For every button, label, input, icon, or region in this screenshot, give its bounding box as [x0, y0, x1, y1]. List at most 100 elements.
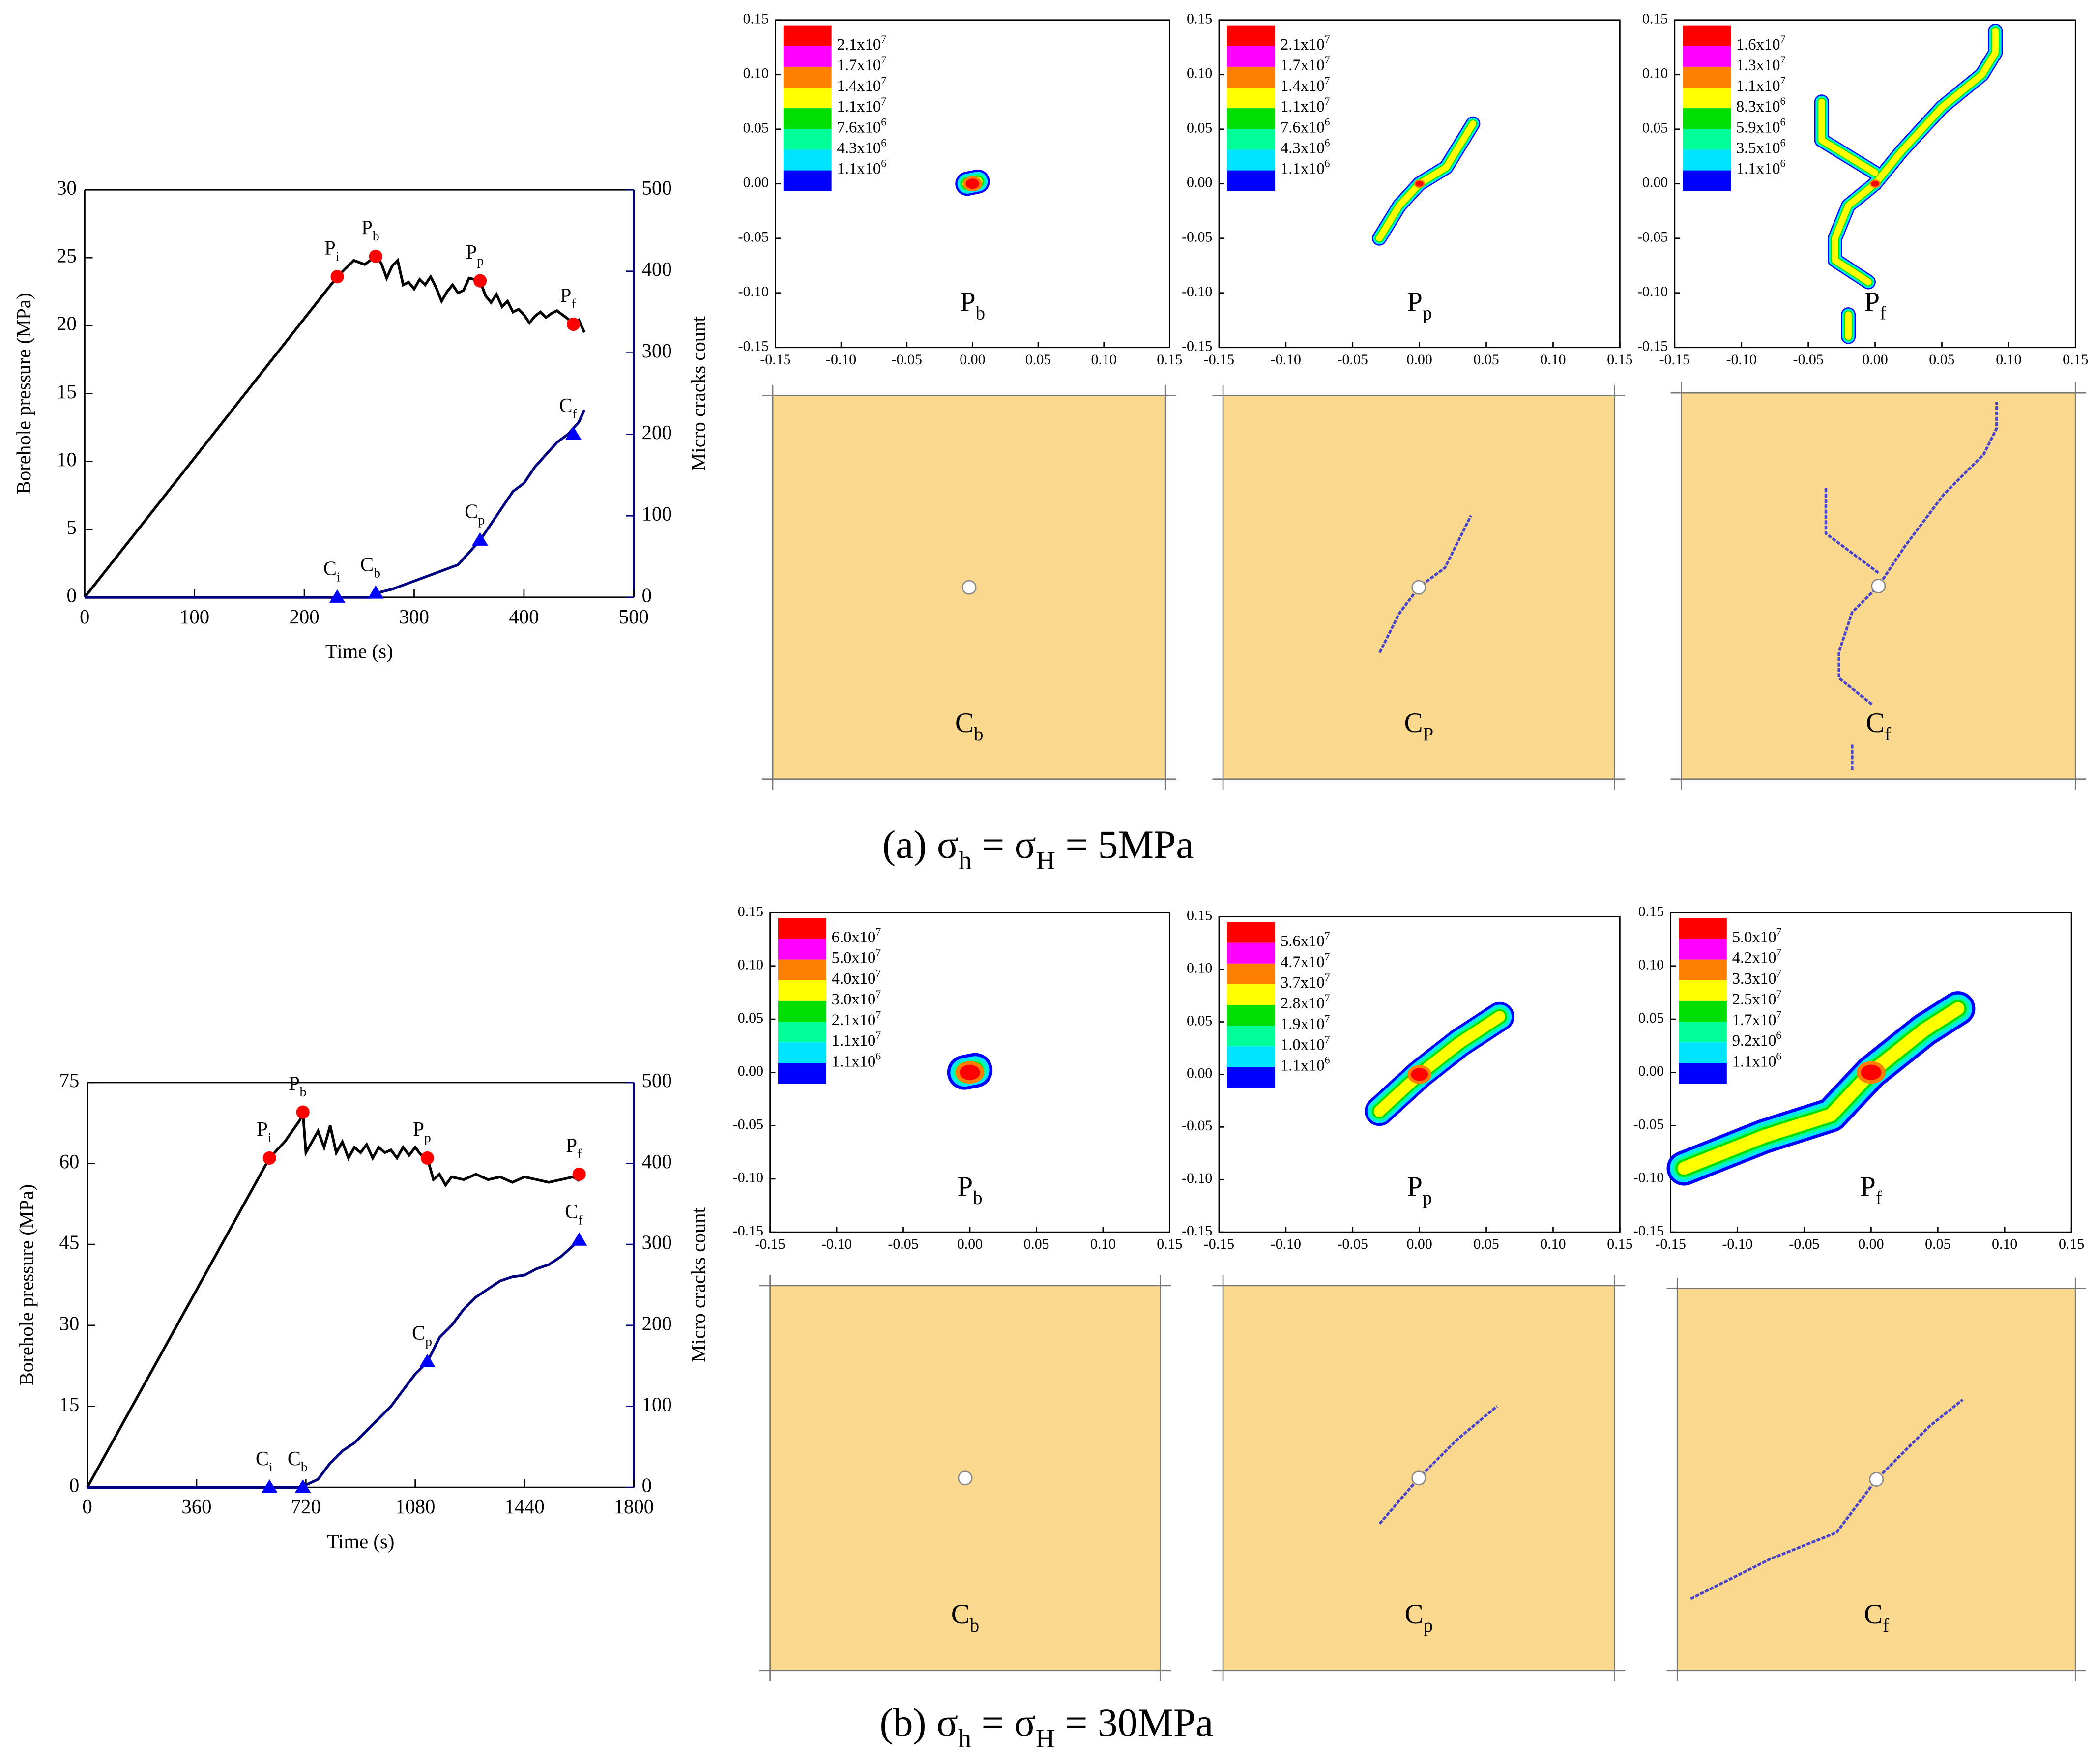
- marker-label-sub: b: [301, 1459, 308, 1474]
- map-label-base: P: [1407, 1171, 1423, 1202]
- legend-swatch: [1683, 88, 1731, 109]
- legend-label: 1.1x107: [832, 1029, 881, 1050]
- marker-label-sub: b: [300, 1084, 307, 1099]
- marker-label: Cf: [565, 1201, 583, 1228]
- legend-label-base: 1.3x10: [1736, 57, 1780, 74]
- legend-label: 2.1x107: [837, 33, 887, 54]
- caption-text: = σ: [972, 822, 1036, 867]
- legend-swatch: [1683, 108, 1731, 129]
- legend-label: 2.1x107: [1281, 33, 1330, 54]
- marker-label-base: P: [566, 1134, 577, 1156]
- x-tick-label: 1080: [395, 1496, 436, 1518]
- legend-label: 6.0x107: [832, 926, 881, 947]
- legend-label: 2.8x107: [1281, 992, 1330, 1012]
- map-x-tick-label: -0.05: [892, 352, 922, 368]
- y-tick-label: 15: [59, 1393, 80, 1415]
- x-tick-label: 0: [82, 1496, 92, 1518]
- y2-axis-label: Micro cracks count: [688, 316, 710, 470]
- crack: [1378, 1405, 1498, 1525]
- caption-sub: H: [1036, 846, 1055, 876]
- map-x-tick-label: -0.10: [1271, 352, 1301, 368]
- legend-label-base: 1.0x10: [1281, 1036, 1325, 1054]
- legend-swatch: [1678, 918, 1727, 939]
- map-label-sub: b: [976, 303, 985, 324]
- legend-label: 5.0x107: [832, 947, 881, 968]
- legend-label-exp: 7: [1780, 75, 1786, 87]
- caption-sub: h: [958, 1724, 971, 1753]
- crack-label: Cb: [955, 707, 983, 745]
- legend-label: 8.3x106: [1736, 95, 1786, 116]
- map-y-tick-label: 0.15: [738, 903, 763, 919]
- legend-label-base: 3.5x10: [1736, 140, 1780, 157]
- marker-label: Pb: [361, 216, 379, 243]
- legend-label-base: 5.6x10: [1281, 933, 1325, 950]
- legend-label-base: 4.2x10: [1732, 949, 1776, 967]
- legend-label-exp: 7: [1325, 992, 1330, 1004]
- crack-label-base: C: [1864, 1599, 1883, 1630]
- marker-label: Ci: [323, 558, 341, 585]
- legend-swatch: [1683, 129, 1731, 150]
- legend-label-exp: 7: [881, 33, 886, 45]
- marker-label: Pp: [413, 1118, 431, 1145]
- map-x-tick-label: 0.15: [2063, 352, 2088, 368]
- map-x-tick-label: 0.05: [1929, 352, 1954, 368]
- map-y-tick-label: 0.15: [1187, 908, 1212, 924]
- map-y-tick-label: -0.10: [1637, 284, 1668, 300]
- marker-label-sub: f: [571, 296, 576, 311]
- legend-label-base: 1.1x10: [1732, 1053, 1776, 1071]
- legend-label-base: 1.1x10: [1736, 78, 1780, 95]
- legend-swatch: [1227, 922, 1276, 943]
- legend-swatch: [778, 959, 826, 980]
- marker-label-sub: f: [577, 1146, 582, 1161]
- legend-label-base: 8.3x10: [1736, 98, 1780, 116]
- marker-label-base: C: [565, 1201, 578, 1223]
- marker-label-sub: p: [477, 253, 484, 268]
- marker-label-sub: f: [578, 1212, 583, 1227]
- map-x-tick-label: -0.05: [888, 1236, 918, 1252]
- y-tick-label: 10: [57, 448, 77, 470]
- map-x-tick-label: 0.15: [1157, 352, 1182, 368]
- map-x-tick-label: -0.05: [1338, 352, 1368, 368]
- marker-label-base: P: [466, 241, 477, 263]
- legend-label: 1.7x107: [1281, 54, 1330, 74]
- legend-swatch: [783, 108, 832, 129]
- map-y-tick-label: -0.05: [1637, 229, 1668, 245]
- map-x-tick-label: 0.10: [1091, 352, 1117, 368]
- x-axis-label: Time (s): [327, 1530, 395, 1553]
- legend-label: 2.5x107: [1732, 988, 1782, 1008]
- caption-text: = 5MPa: [1055, 822, 1194, 867]
- y-tick-label: 25: [57, 245, 77, 267]
- marker-label: Ci: [256, 1447, 273, 1474]
- legend-label-base: 1.1x10: [1736, 160, 1780, 178]
- map-x-tick-label: 0.10: [1540, 1236, 1566, 1252]
- caption-text: = 30MPa: [1055, 1700, 1213, 1745]
- legend-label-base: 1.4x10: [1281, 78, 1325, 95]
- legend-label: 1.0x107: [1281, 1033, 1330, 1054]
- legend-swatch: [1227, 88, 1276, 109]
- legend-label-exp: 7: [1325, 75, 1330, 87]
- legend-label-exp: 7: [1325, 930, 1330, 942]
- map-x-tick-label: 0.10: [1540, 352, 1566, 368]
- legend-swatch: [1227, 129, 1276, 150]
- legend-swatch: [1227, 108, 1276, 129]
- legend-swatch: [1227, 1026, 1276, 1047]
- map-y-tick-label: -0.15: [1633, 1223, 1664, 1239]
- legend-label-exp: 7: [1325, 1033, 1330, 1045]
- legend-swatch: [783, 88, 832, 109]
- map-y-tick-label: 0.05: [1638, 1010, 1664, 1026]
- y-axis-label: Borehole pressure (MPa): [13, 293, 35, 495]
- y2-tick-label: 400: [642, 258, 672, 280]
- legend-label-base: 2.8x10: [1281, 995, 1325, 1013]
- legend-label: 1.3x107: [1736, 54, 1786, 74]
- marker-label: Pb: [289, 1072, 307, 1099]
- map-x-tick-label: 0.05: [1473, 352, 1499, 368]
- pressure-core: [1871, 180, 1879, 187]
- marker: [571, 1232, 587, 1246]
- y2-tick-label: 200: [642, 421, 672, 443]
- legend-label-base: 7.6x10: [1281, 119, 1325, 137]
- map-y-tick-label: 0.05: [1642, 120, 1668, 136]
- map-y-tick-label: 0.00: [743, 175, 769, 191]
- marker-label-base: P: [560, 285, 572, 307]
- legend-label: 1.1x106: [837, 158, 887, 178]
- legend-label-base: 1.4x10: [837, 78, 881, 95]
